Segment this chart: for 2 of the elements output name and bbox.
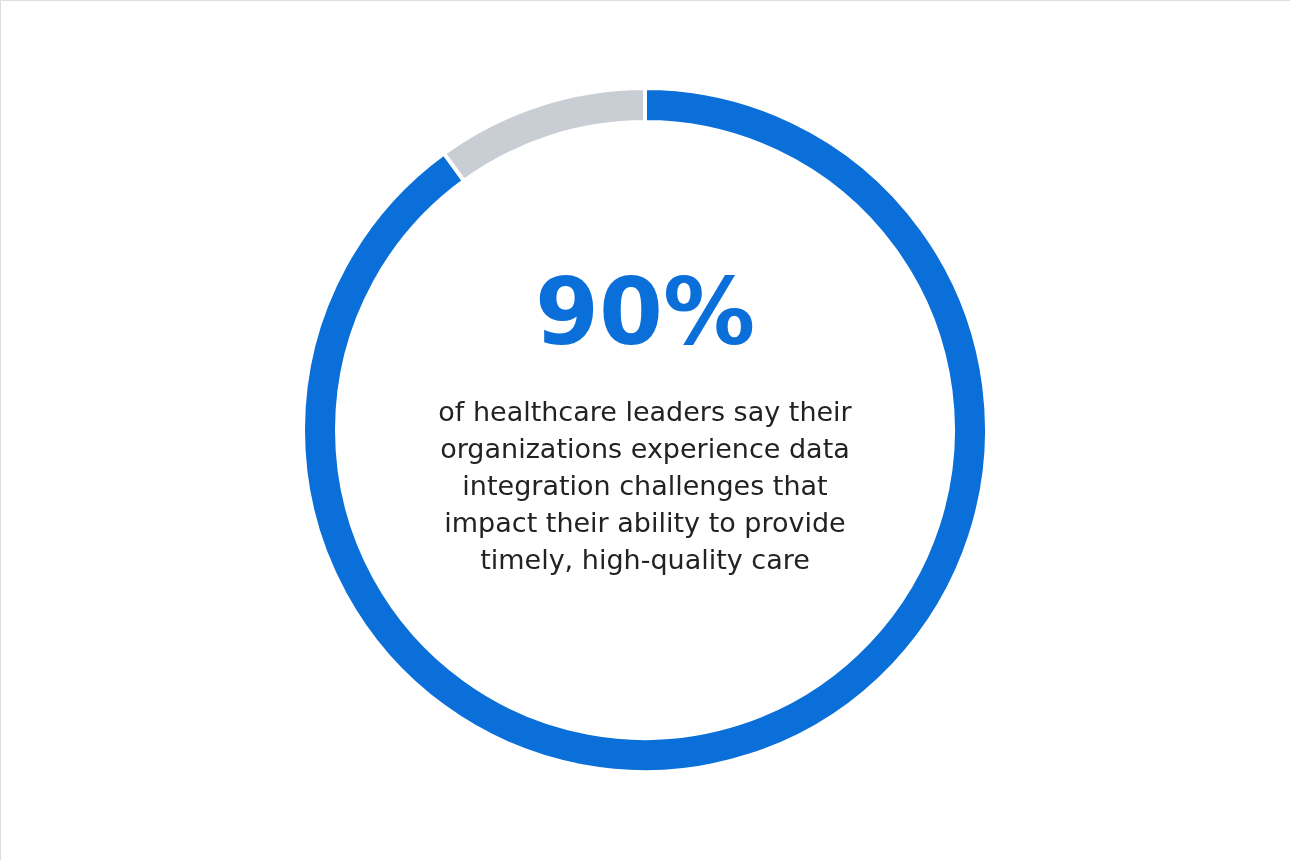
text: of healthcare leaders say their organizations experience data integration challenges that impact their ability to provide timely, high-quality care (438, 396, 853, 575)
data-label: 90% (534, 259, 756, 366)
